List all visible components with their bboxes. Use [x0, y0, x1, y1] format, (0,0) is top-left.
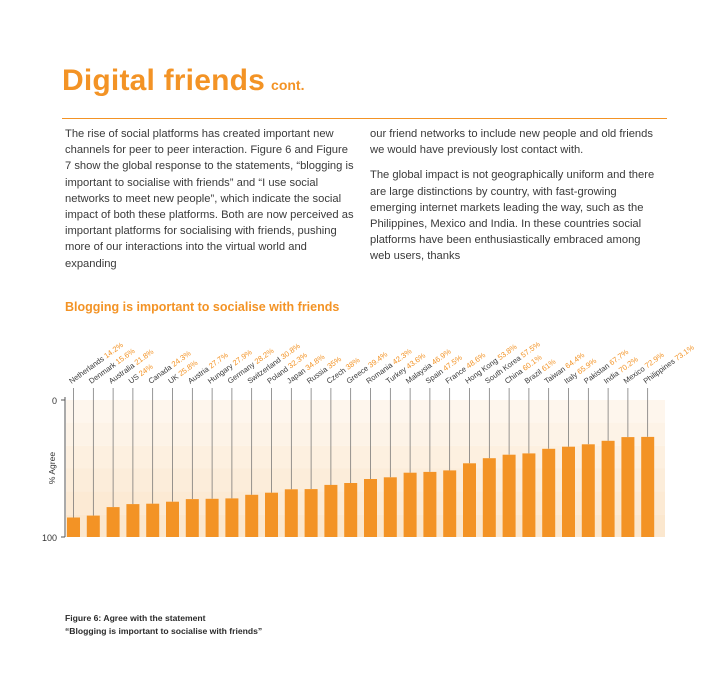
caption-line-2: “Blogging is important to socialise with… — [65, 626, 263, 636]
page-title-main: Digital friends — [62, 64, 266, 97]
value-label: 21.8% — [131, 347, 156, 368]
chart-title: Blogging is important to socialise with … — [65, 300, 340, 314]
bar — [621, 437, 635, 537]
page-title-suffix: cont. — [271, 77, 305, 93]
y-tick-label: 100 — [42, 533, 57, 543]
bar — [581, 444, 595, 537]
bar — [185, 499, 199, 537]
plot-band — [66, 445, 665, 469]
bar — [166, 501, 179, 537]
page-title: Digital friends cont. — [62, 64, 304, 98]
y-axis-label: % Agree — [47, 452, 57, 484]
bar — [146, 503, 160, 537]
bar — [324, 484, 338, 537]
bar — [284, 489, 298, 537]
y-tick-label: 0 — [52, 396, 57, 406]
bar — [265, 492, 278, 537]
bar — [562, 446, 575, 537]
body-column-right: our friend networks to include new peopl… — [370, 126, 662, 274]
bar — [601, 440, 615, 537]
bar — [522, 453, 536, 537]
bar — [482, 458, 496, 537]
bar — [106, 507, 120, 537]
bar — [542, 448, 556, 537]
bar — [344, 483, 358, 537]
bar — [205, 498, 219, 537]
bar — [463, 463, 476, 537]
title-rule — [62, 118, 667, 119]
bar — [126, 504, 140, 537]
bar — [364, 479, 377, 537]
bar — [383, 477, 397, 537]
plot-band — [66, 400, 665, 423]
bar — [86, 515, 100, 537]
bar — [403, 472, 417, 537]
body-column-left: The rise of social platforms has created… — [65, 126, 357, 281]
bar — [423, 471, 437, 537]
value-label: 73.1% — [671, 343, 696, 364]
bar — [225, 498, 239, 537]
bar — [304, 489, 318, 537]
body-paragraph: The global impact is not geographically … — [370, 169, 655, 263]
bar — [245, 494, 259, 537]
bar — [502, 454, 516, 537]
figure-caption: Figure 6: Agree with the statement “Blog… — [65, 612, 262, 638]
caption-line-1: Figure 6: Agree with the statement — [65, 613, 206, 623]
body-paragraph: our friend networks to include new peopl… — [370, 128, 653, 157]
bar — [641, 436, 655, 537]
plot-band — [66, 422, 665, 446]
bar — [443, 470, 457, 537]
bar — [67, 517, 80, 537]
body-paragraph: The rise of social platforms has created… — [65, 128, 354, 270]
